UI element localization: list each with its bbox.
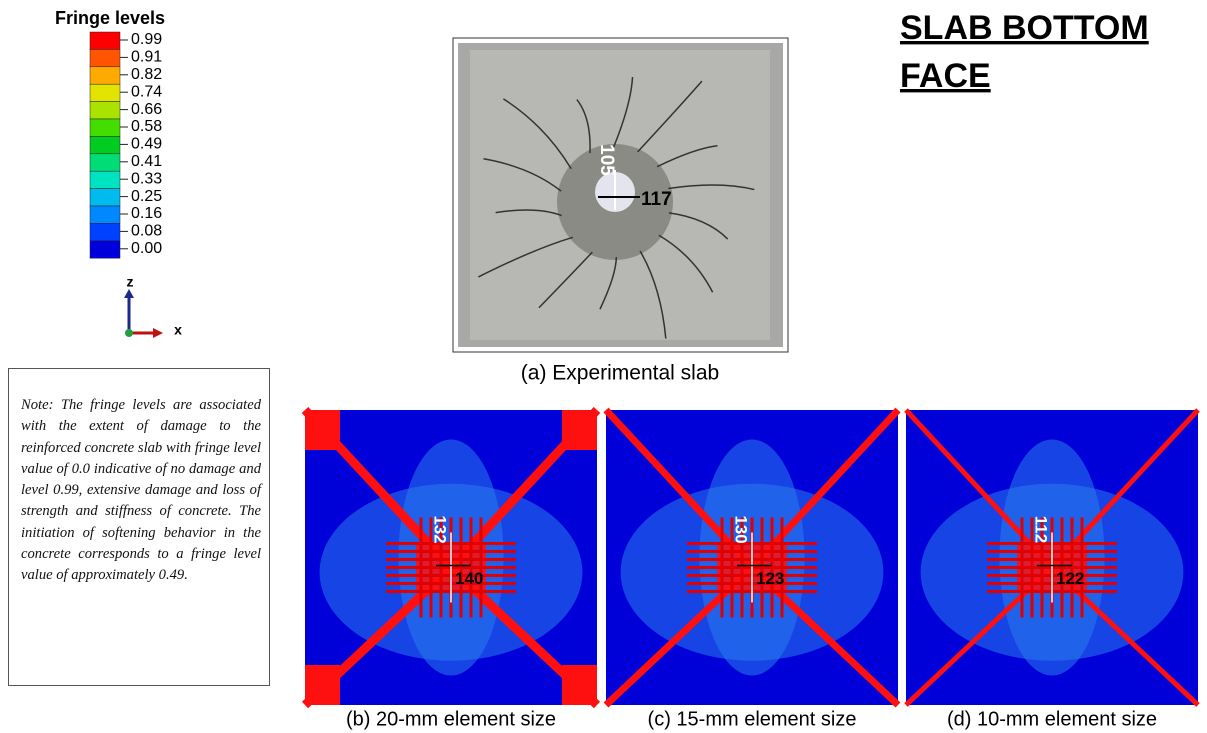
panel-caption: (d) 10-mm element size bbox=[947, 708, 1157, 730]
title-line: SLAB BOTTOM bbox=[900, 9, 1149, 47]
dimension-label: 130 bbox=[732, 515, 751, 543]
dimension-label: 112 bbox=[1032, 516, 1051, 543]
legend-title: Fringe levels bbox=[55, 8, 165, 28]
fringe-swatch bbox=[90, 223, 120, 240]
corner-damage bbox=[562, 665, 597, 705]
dimension-label: 140 bbox=[455, 569, 483, 588]
fringe-label: 0.08 bbox=[131, 223, 162, 240]
fringe-label: 0.82 bbox=[131, 66, 162, 83]
fringe-label: 0.74 bbox=[131, 83, 162, 100]
fringe-swatch bbox=[90, 154, 120, 171]
corner-damage bbox=[562, 410, 597, 450]
panel-caption: (b) 20-mm element size bbox=[346, 708, 556, 730]
axis-label: z bbox=[127, 274, 134, 290]
fringe-swatch bbox=[90, 119, 120, 136]
fringe-swatch bbox=[90, 136, 120, 153]
fringe-label: 0.16 bbox=[131, 205, 162, 222]
axis-triad bbox=[124, 289, 163, 338]
fringe-label: 0.91 bbox=[131, 49, 162, 66]
dimension-label: 105 bbox=[596, 144, 617, 176]
fringe-swatch bbox=[90, 49, 120, 66]
fringe-swatch bbox=[90, 32, 120, 49]
axis-label: x bbox=[174, 322, 182, 338]
title-line: FACE bbox=[900, 57, 991, 95]
fringe-label: 0.66 bbox=[131, 101, 162, 118]
note: Note: The fringe levels are associated w… bbox=[8, 368, 270, 686]
fringe-swatch bbox=[90, 189, 120, 206]
fringe-label: 0.99 bbox=[131, 31, 162, 48]
dimension-label: 122 bbox=[1056, 569, 1084, 588]
fringe-label: 0.58 bbox=[131, 118, 162, 135]
panel-caption: (c) 15-mm element size bbox=[648, 708, 857, 730]
fringe-label: 0.00 bbox=[131, 240, 162, 257]
fringe-label: 0.33 bbox=[131, 170, 162, 187]
fringe-label: 0.41 bbox=[131, 153, 162, 170]
fringe-swatch bbox=[90, 102, 120, 119]
fringe-swatch bbox=[90, 67, 120, 84]
dimension-label: 132 bbox=[431, 515, 450, 543]
figure: Fringe levels z x SLAB BOTTOM FACE 0.990… bbox=[0, 0, 1207, 733]
corner-damage bbox=[305, 410, 340, 450]
fringe-swatch bbox=[90, 84, 120, 101]
fringe-label: 0.49 bbox=[131, 136, 162, 153]
fringe-swatch bbox=[90, 171, 120, 188]
fringe-swatch bbox=[90, 241, 120, 258]
dimension-label: 117 bbox=[641, 189, 672, 210]
dimension-label: 123 bbox=[756, 569, 784, 588]
fringe-label: 0.25 bbox=[131, 188, 162, 205]
corner-damage bbox=[305, 665, 340, 705]
panel-caption: (a) Experimental slab bbox=[521, 362, 719, 385]
fringe-swatch bbox=[90, 206, 120, 223]
